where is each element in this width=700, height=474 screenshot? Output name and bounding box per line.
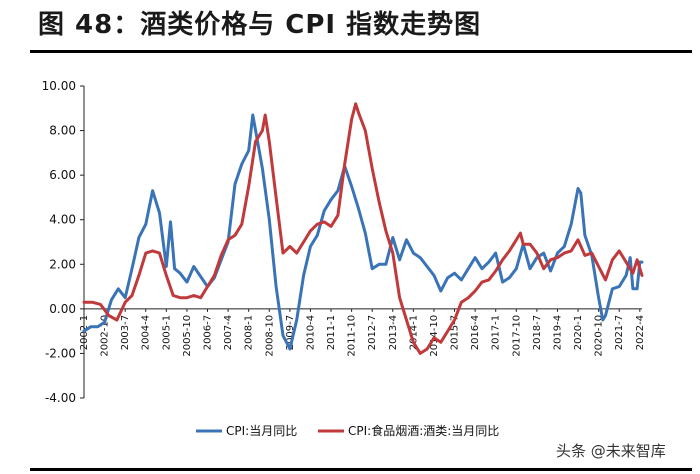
series-line-1 xyxy=(82,102,644,355)
source-watermark: 头条 @未来智库 xyxy=(556,442,666,460)
x-tick-label: 2018-7 xyxy=(532,315,543,350)
x-tick-label: 2004-4 xyxy=(141,315,152,350)
x-tick-label: 2017-1 xyxy=(491,315,502,350)
x-tick-label: 2002-1 xyxy=(79,315,90,350)
x-tick-label: 2015-7 xyxy=(450,315,461,350)
x-tick-label: 2019-4 xyxy=(552,315,563,350)
y-tick-label: -2.00 xyxy=(45,346,76,360)
y-tick-label: 0.00 xyxy=(49,302,76,316)
x-tick-label: 2007-4 xyxy=(223,315,234,350)
x-tick-label: 2020-1 xyxy=(573,315,584,350)
x-tick-label: 2014-1 xyxy=(408,315,419,350)
y-tick-label: 4.00 xyxy=(49,213,76,227)
x-tick-label: 2012-7 xyxy=(367,315,378,350)
x-tick-label: 2003-7 xyxy=(120,315,131,350)
x-tick-label: 2008-1 xyxy=(244,315,255,350)
x-tick-label: 2010-4 xyxy=(305,315,316,350)
series-line-0 xyxy=(82,113,644,351)
page-title: 图 48：酒类价格与 CPI 指数走势图 xyxy=(38,10,482,40)
bottom-divider xyxy=(30,468,692,471)
y-tick-label: 8.00 xyxy=(49,124,76,138)
x-tick-label: 2005-1 xyxy=(161,315,172,350)
x-tick-label: 2011-1 xyxy=(326,315,337,350)
y-tick-label: 6.00 xyxy=(49,168,76,182)
y-tick-label: -4.00 xyxy=(45,391,76,405)
x-tick-label: 2005-10 xyxy=(182,315,193,357)
x-tick-label: 2014-10 xyxy=(429,315,440,357)
x-tick-label: 2020-10 xyxy=(594,315,605,357)
x-tick-label: 2017-10 xyxy=(511,315,522,357)
x-tick-label: 2009-7 xyxy=(285,315,296,350)
x-tick-label: 2013-4 xyxy=(388,315,399,350)
x-tick-label: 2016-4 xyxy=(470,315,481,350)
x-tick-label: 2008-10 xyxy=(264,315,275,357)
title-divider xyxy=(30,50,692,53)
x-tick-label: 2022-4 xyxy=(635,315,646,350)
x-tick-label: 2011-10 xyxy=(347,315,358,357)
legend-label-0: CPI:当月同比 xyxy=(226,424,297,438)
x-tick-label: 2006-7 xyxy=(203,315,214,350)
x-tick-label: 2021-7 xyxy=(614,315,625,350)
y-tick-label: 2.00 xyxy=(49,257,76,271)
y-tick-label: 10.00 xyxy=(42,79,76,93)
x-tick-label: 2002-10 xyxy=(100,315,111,357)
legend-label-1: CPI:食品烟酒:酒类:当月同比 xyxy=(348,423,499,438)
